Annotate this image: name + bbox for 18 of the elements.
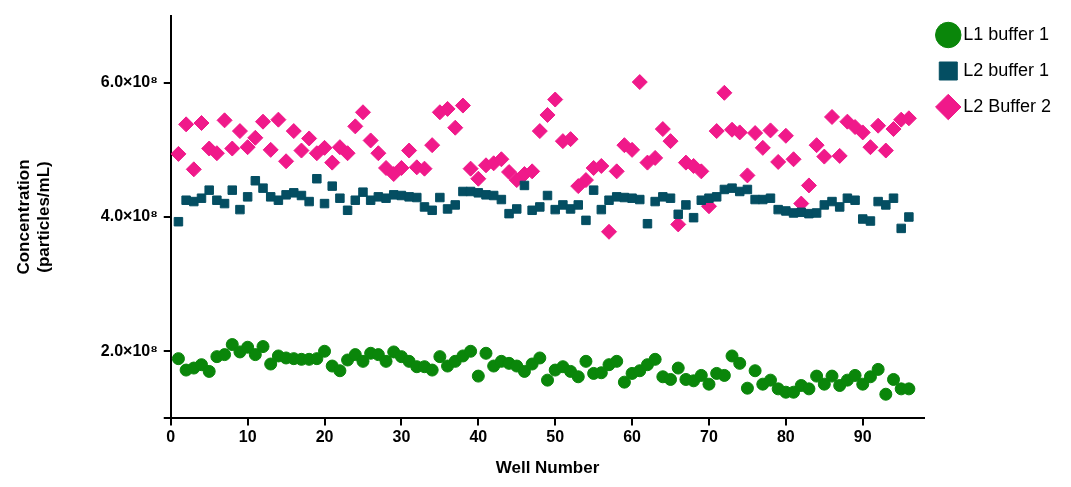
y-axis-title: Concentration (particles/mL) <box>13 159 54 275</box>
x-tick-label: 30 <box>392 428 411 446</box>
y-tick-label: 4.0×10⁸ <box>100 207 158 225</box>
legend-label: L1 buffer 1 <box>963 23 1050 44</box>
x-axis-title: Well Number <box>495 458 600 478</box>
y-tick-label: 6.0×10⁸ <box>100 73 158 91</box>
x-tick-label: 60 <box>623 428 642 446</box>
x-tick-label: 20 <box>315 428 334 446</box>
x-tick-label: 50 <box>546 428 565 446</box>
x-tick-label: 80 <box>776 428 795 446</box>
x-tick-label: 90 <box>853 428 872 446</box>
x-tick-label: 40 <box>469 428 488 446</box>
legend-label: L2 buffer 1 <box>963 59 1050 80</box>
x-tick-label: 0 <box>166 428 176 446</box>
x-tick-label: 70 <box>700 428 718 446</box>
legend-label: L2 Buffer 2 <box>963 95 1051 116</box>
y-tick-label: 2.0×10⁸ <box>100 341 158 359</box>
x-tick-label: 10 <box>238 428 257 446</box>
